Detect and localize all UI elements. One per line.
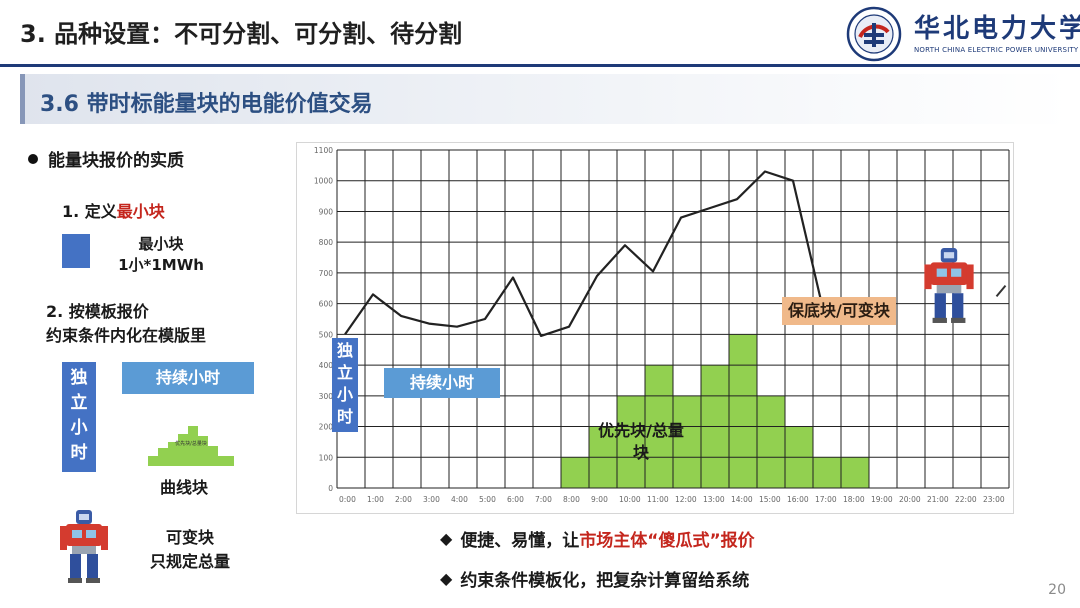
x-tick-label: 3:00 bbox=[423, 495, 440, 504]
energy-bar bbox=[561, 457, 589, 488]
y-tick-label: 300 bbox=[319, 392, 334, 401]
bullet-heading: 能量块报价的实质 bbox=[28, 146, 184, 171]
curve-block-label: 曲线块 bbox=[160, 478, 209, 497]
energy-bar bbox=[673, 395, 701, 488]
section-banner bbox=[20, 74, 1070, 124]
independent-hour-char: 小 bbox=[70, 418, 88, 438]
note-easy-quoting: ◆ 便捷、易懂，让市场主体“傻瓜式”报价 bbox=[440, 526, 755, 551]
definition-highlight: 最小块 bbox=[116, 202, 165, 221]
y-tick-label: 200 bbox=[319, 423, 334, 432]
variable-block-desc: 只规定总量 bbox=[149, 552, 230, 571]
x-tick-label: 8:00 bbox=[563, 495, 580, 504]
y-tick-label: 600 bbox=[319, 300, 334, 309]
slide-title: 3. 品种设置：不可分割、可分割、待分割 bbox=[20, 20, 463, 48]
page-number: 20 bbox=[1048, 582, 1066, 598]
chart-guarantee-block-label: 保底块/可变块 bbox=[782, 297, 896, 325]
priority-line-2: 块 bbox=[632, 443, 649, 462]
x-tick-label: 18:00 bbox=[843, 495, 865, 504]
section-title: 3.6 带时标能量块的电能价值交易 bbox=[40, 92, 373, 117]
y-tick-label: 0 bbox=[328, 484, 333, 493]
header-divider bbox=[0, 64, 1080, 67]
template-line-1: 2. 按模板报价 bbox=[46, 302, 149, 321]
x-tick-label: 2:00 bbox=[395, 495, 412, 504]
curve-block-icon bbox=[148, 426, 234, 466]
min-block-title: 最小块 bbox=[138, 235, 184, 253]
x-tick-label: 23:00 bbox=[983, 495, 1005, 504]
y-tick-label: 100 bbox=[319, 453, 334, 462]
independent-hour-char: 独 bbox=[70, 368, 88, 388]
min-block-caption: 最小块 1小*1MWh bbox=[106, 234, 216, 276]
x-tick-label: 19:00 bbox=[871, 495, 893, 504]
chart-independent-hour-char: 立 bbox=[336, 363, 353, 382]
bullet-text: 能量块报价的实质 bbox=[48, 151, 184, 171]
logo-english-name: NORTH CHINA ELECTRIC POWER UNIVERSITY bbox=[914, 46, 1079, 54]
price-energy-chart: 0 100 200 300 400 500 600 700 800 900 1000 1100 0:00… bbox=[314, 146, 1010, 504]
note1-prefix: 便捷、易懂，让 bbox=[460, 531, 580, 551]
curve-icon-caption: 优先块/总量块 bbox=[175, 441, 207, 447]
x-tick-label: 13:00 bbox=[703, 495, 725, 504]
min-block-unit: 1小*1MWh bbox=[118, 256, 204, 274]
x-tick-label: 9:00 bbox=[591, 495, 608, 504]
diamond-bullet-icon: ◆ bbox=[440, 569, 453, 588]
diamond-bullet-icon: ◆ bbox=[440, 529, 453, 548]
x-tick-label: 1:00 bbox=[367, 495, 384, 504]
energy-bar bbox=[729, 334, 757, 488]
y-tick-label: 700 bbox=[319, 269, 334, 278]
chart-independent-hour-char: 时 bbox=[336, 407, 353, 426]
energy-bar bbox=[757, 395, 785, 488]
y-tick-label: 900 bbox=[319, 207, 334, 216]
template-line-2: 约束条件内化在模版里 bbox=[46, 326, 207, 345]
x-tick-label: 17:00 bbox=[815, 495, 837, 504]
priority-line-1: 优先块/总量 bbox=[598, 421, 684, 440]
x-tick-label: 0:00 bbox=[339, 495, 356, 504]
bullet-dot-icon bbox=[28, 153, 38, 164]
note1-highlight: 市场主体“傻瓜式”报价 bbox=[579, 531, 755, 551]
x-tick-label: 22:00 bbox=[955, 495, 977, 504]
robot-icon bbox=[924, 248, 974, 323]
x-tick-label: 11:00 bbox=[647, 495, 669, 504]
chart-independent-hour-char: 小 bbox=[336, 385, 353, 404]
x-tick-label: 21:00 bbox=[927, 495, 949, 504]
energy-bar bbox=[617, 395, 645, 488]
energy-bar bbox=[813, 457, 841, 488]
price-line bbox=[344, 170, 850, 337]
x-tick-label: 5:00 bbox=[479, 495, 496, 504]
section-accent bbox=[20, 74, 25, 124]
variable-block-caption: 可变块 只规定总量 bbox=[132, 526, 248, 574]
university-logo: 华北电力大学 NORTH CHINA ELECTRIC POWER UNIVER… bbox=[842, 4, 1080, 62]
definition-prefix: 1. 定义 bbox=[62, 202, 117, 221]
x-tick-label: 12:00 bbox=[675, 495, 697, 504]
energy-bar bbox=[841, 457, 869, 488]
note2-text: 约束条件模板化，把复杂计算留给系统 bbox=[460, 571, 750, 591]
independent-hour-char: 时 bbox=[70, 443, 88, 463]
chart-continuous-hours-label: 持续小时 bbox=[384, 368, 500, 398]
x-tick-label: 16:00 bbox=[787, 495, 809, 504]
min-block-swatch bbox=[62, 234, 90, 268]
x-tick-label: 7:00 bbox=[535, 495, 552, 504]
y-tick-label: 500 bbox=[319, 330, 334, 339]
continuous-hours-block: 持续小时 bbox=[122, 362, 254, 394]
chart-independent-hour-char: 独 bbox=[336, 341, 353, 360]
y-tick-label: 400 bbox=[319, 361, 334, 370]
x-tick-label: 6:00 bbox=[507, 495, 524, 504]
x-tick-label: 20:00 bbox=[899, 495, 921, 504]
robot-icon bbox=[60, 510, 108, 583]
y-tick-label: 1100 bbox=[314, 146, 333, 155]
chart-priority-block-label: 优先块/总量 块 bbox=[582, 420, 700, 464]
y-tick-label: 800 bbox=[319, 238, 334, 247]
chart-independent-hour-label: 独立小时 bbox=[332, 338, 358, 432]
template-caption: 2. 按模板报价 约束条件内化在模版里 bbox=[46, 300, 206, 348]
independent-hour-block: 独立小时 bbox=[62, 362, 96, 472]
variable-block-title: 可变块 bbox=[165, 528, 214, 547]
definition-line: 1. 定义最小块 bbox=[62, 198, 165, 222]
note-template-constraints: ◆ 约束条件模板化，把复杂计算留给系统 bbox=[440, 566, 749, 591]
logo-chinese-name: 华北电力大学 bbox=[914, 14, 1080, 44]
university-emblem-icon bbox=[846, 6, 902, 62]
independent-hour-char: 立 bbox=[70, 393, 88, 413]
y-tick-label: 1000 bbox=[314, 177, 333, 186]
x-tick-label: 14:00 bbox=[731, 495, 753, 504]
x-tick-label: 10:00 bbox=[619, 495, 641, 504]
x-tick-label: 4:00 bbox=[451, 495, 468, 504]
x-tick-label: 15:00 bbox=[759, 495, 781, 504]
